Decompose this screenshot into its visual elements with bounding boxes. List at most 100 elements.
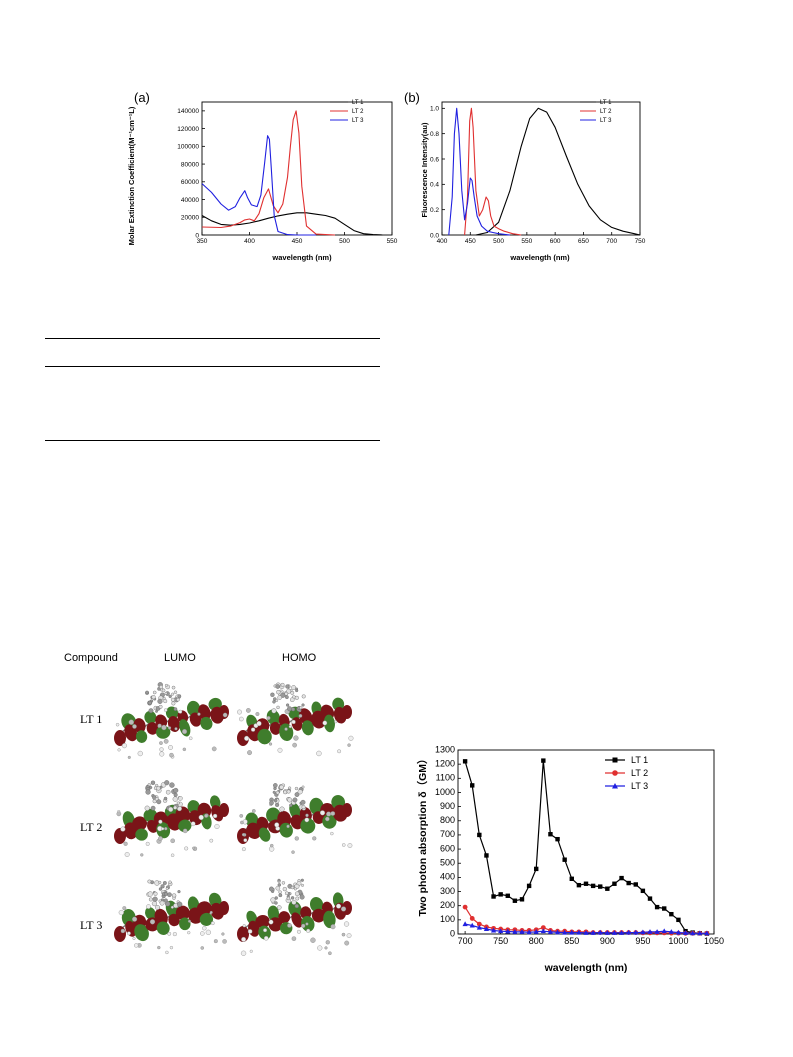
data-point-lt1 [548, 832, 553, 837]
data-point-lt3 [583, 930, 589, 935]
data-point-lt1 [598, 884, 603, 889]
data-point-lt3 [675, 929, 682, 935]
series-line-lt1 [475, 107, 641, 236]
lt3-homo-orbital-image [237, 878, 352, 956]
series-line-lt3 [201, 135, 316, 236]
data-point-lt1 [654, 904, 660, 910]
series-line-lt2 [464, 107, 522, 236]
legend-label-lt1: LT 1 [631, 755, 648, 765]
mo-row-label-lt1: LT 1 [80, 712, 103, 726]
legend-label-lt2: LT 2 [600, 109, 612, 115]
y-axis-label-a: Molar Extinction Coefficient(M⁻¹cm⁻¹L) [127, 106, 136, 245]
data-point-lt3 [483, 926, 490, 932]
data-point-lt1 [505, 893, 510, 898]
x-tick-label-1: 450 [465, 238, 476, 245]
data-point-lt1 [470, 783, 475, 788]
panel-label-b: (b) [404, 90, 420, 105]
data-point-lt3 [469, 922, 475, 928]
data-point-lt1 [633, 882, 638, 887]
lt1-homo-orbital-image [237, 682, 354, 757]
table-header-rule [45, 366, 380, 367]
y-tick-label-2: 200 [440, 900, 455, 910]
data-point-lt3 [611, 930, 618, 935]
x-tick-label-7: 1050 [704, 936, 724, 946]
y-tick-label-3: 300 [440, 886, 455, 896]
data-point-lt1 [640, 888, 646, 894]
data-point-lt3 [505, 928, 511, 934]
absorption-chart: (a) Molar Extinction Coefficient(M⁻¹cm⁻¹… [127, 90, 398, 262]
data-point-lt1 [612, 881, 617, 886]
data-point-lt3 [604, 930, 610, 935]
x-tick-label-5: 650 [578, 238, 589, 245]
data-point-lt1 [519, 897, 525, 902]
legend-marker-lt3 [612, 783, 618, 789]
data-point-lt3 [569, 929, 575, 935]
x-tick-label-3: 550 [521, 238, 532, 245]
y-tick-label-3: 0.6 [430, 156, 439, 163]
x-axis-label-a: wavelength (nm) [271, 253, 332, 262]
data-point-lt3 [597, 929, 603, 935]
data-point-lt1 [462, 759, 468, 764]
table-top-rule [45, 338, 380, 339]
plot-frame [457, 749, 715, 935]
x-tick-label-0: 350 [197, 238, 208, 245]
data-point-lt1 [662, 906, 667, 911]
y-tick-label-0: 0 [195, 232, 199, 239]
data-point-lt3 [640, 929, 646, 935]
data-point-lt1 [605, 886, 610, 891]
data-point-lt3 [547, 929, 554, 934]
y-tick-label-8: 800 [440, 815, 455, 825]
data-point-lt3 [590, 930, 596, 935]
y-tick-label-1: 0.2 [430, 207, 439, 214]
data-point-lt3 [704, 930, 710, 936]
data-point-lt3 [476, 924, 482, 930]
legend-c: LT 1 LT 2 LT 3 [605, 755, 648, 791]
data-point-lt3 [462, 921, 468, 927]
lt1-lumo-orbital-image [114, 682, 229, 759]
x-tick-label-0: 700 [458, 936, 473, 946]
legend-label-lt3: LT 3 [352, 118, 364, 124]
panel-label-a: (a) [134, 90, 150, 105]
data-point-lt3 [519, 929, 525, 934]
data-point-lt3 [618, 930, 625, 935]
data-point-lt3 [690, 930, 696, 936]
y-tick-label-1: 100 [440, 914, 455, 924]
x-tick-label-6: 700 [606, 238, 617, 245]
data-point-lt3 [626, 929, 632, 935]
data-point-lt3 [661, 928, 667, 934]
y-tick-label-6: 600 [440, 843, 455, 853]
data-point-lt3 [576, 929, 582, 935]
data-point-lt3 [512, 929, 518, 934]
data-point-lt3 [526, 929, 532, 935]
y-tick-label-4: 400 [440, 872, 455, 882]
x-axis-label-b: wavelength (nm) [509, 253, 570, 262]
mo-row-label-lt3: LT 3 [80, 918, 103, 932]
data-point-lt1 [576, 882, 582, 888]
y-tick-label-13: 1300 [435, 744, 455, 754]
mo-header-homo: HOMO [282, 652, 317, 664]
y-tick-label-0: 0 [450, 928, 455, 938]
data-point-lt1 [541, 758, 546, 763]
mo-header-compound: Compound [64, 652, 118, 664]
y-tick-label-5: 1.0 [430, 106, 439, 113]
legend-a: LT 1 LT 2 LT 3 [330, 100, 364, 124]
series-line-lt1 [464, 760, 707, 935]
y-tick-label-9: 900 [440, 801, 455, 811]
x-tick-label-5: 950 [635, 936, 650, 946]
data-point-lt3 [633, 929, 639, 935]
x-tick-label-1: 400 [244, 238, 255, 245]
fluorescence-chart: (b) Fluorescence Intensity(au) wavelengt… [404, 90, 646, 262]
data-point-lt1 [534, 866, 539, 872]
legend-label-lt3: LT 3 [600, 118, 612, 124]
y-tick-label-2: 0.4 [430, 182, 439, 189]
legend-b: LT 1 LT 2 LT 3 [580, 100, 612, 124]
y-tick-label-0: 0.0 [430, 232, 439, 239]
data-point-lt3 [533, 929, 539, 934]
x-tick-label-7: 750 [635, 238, 646, 245]
series-line-lt3 [448, 107, 510, 236]
data-point-lt3 [490, 927, 497, 933]
x-tick-label-4: 900 [600, 936, 615, 946]
legend-label-lt3: LT 3 [631, 781, 648, 791]
data-point-lt1 [583, 881, 589, 886]
lt2-homo-orbital-image [237, 783, 353, 854]
